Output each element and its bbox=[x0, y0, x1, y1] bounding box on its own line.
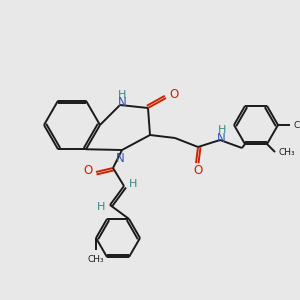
Text: H: H bbox=[218, 125, 226, 135]
Text: CH₃: CH₃ bbox=[279, 148, 295, 157]
Text: N: N bbox=[116, 152, 124, 166]
Text: N: N bbox=[217, 131, 225, 145]
Text: CH₃: CH₃ bbox=[88, 256, 104, 265]
Text: H: H bbox=[129, 179, 137, 189]
Text: O: O bbox=[83, 164, 93, 176]
Text: H: H bbox=[118, 90, 126, 100]
Text: N: N bbox=[118, 97, 126, 110]
Text: O: O bbox=[194, 164, 202, 178]
Text: H: H bbox=[97, 202, 105, 212]
Text: O: O bbox=[169, 88, 178, 100]
Text: CH₃: CH₃ bbox=[294, 121, 300, 130]
